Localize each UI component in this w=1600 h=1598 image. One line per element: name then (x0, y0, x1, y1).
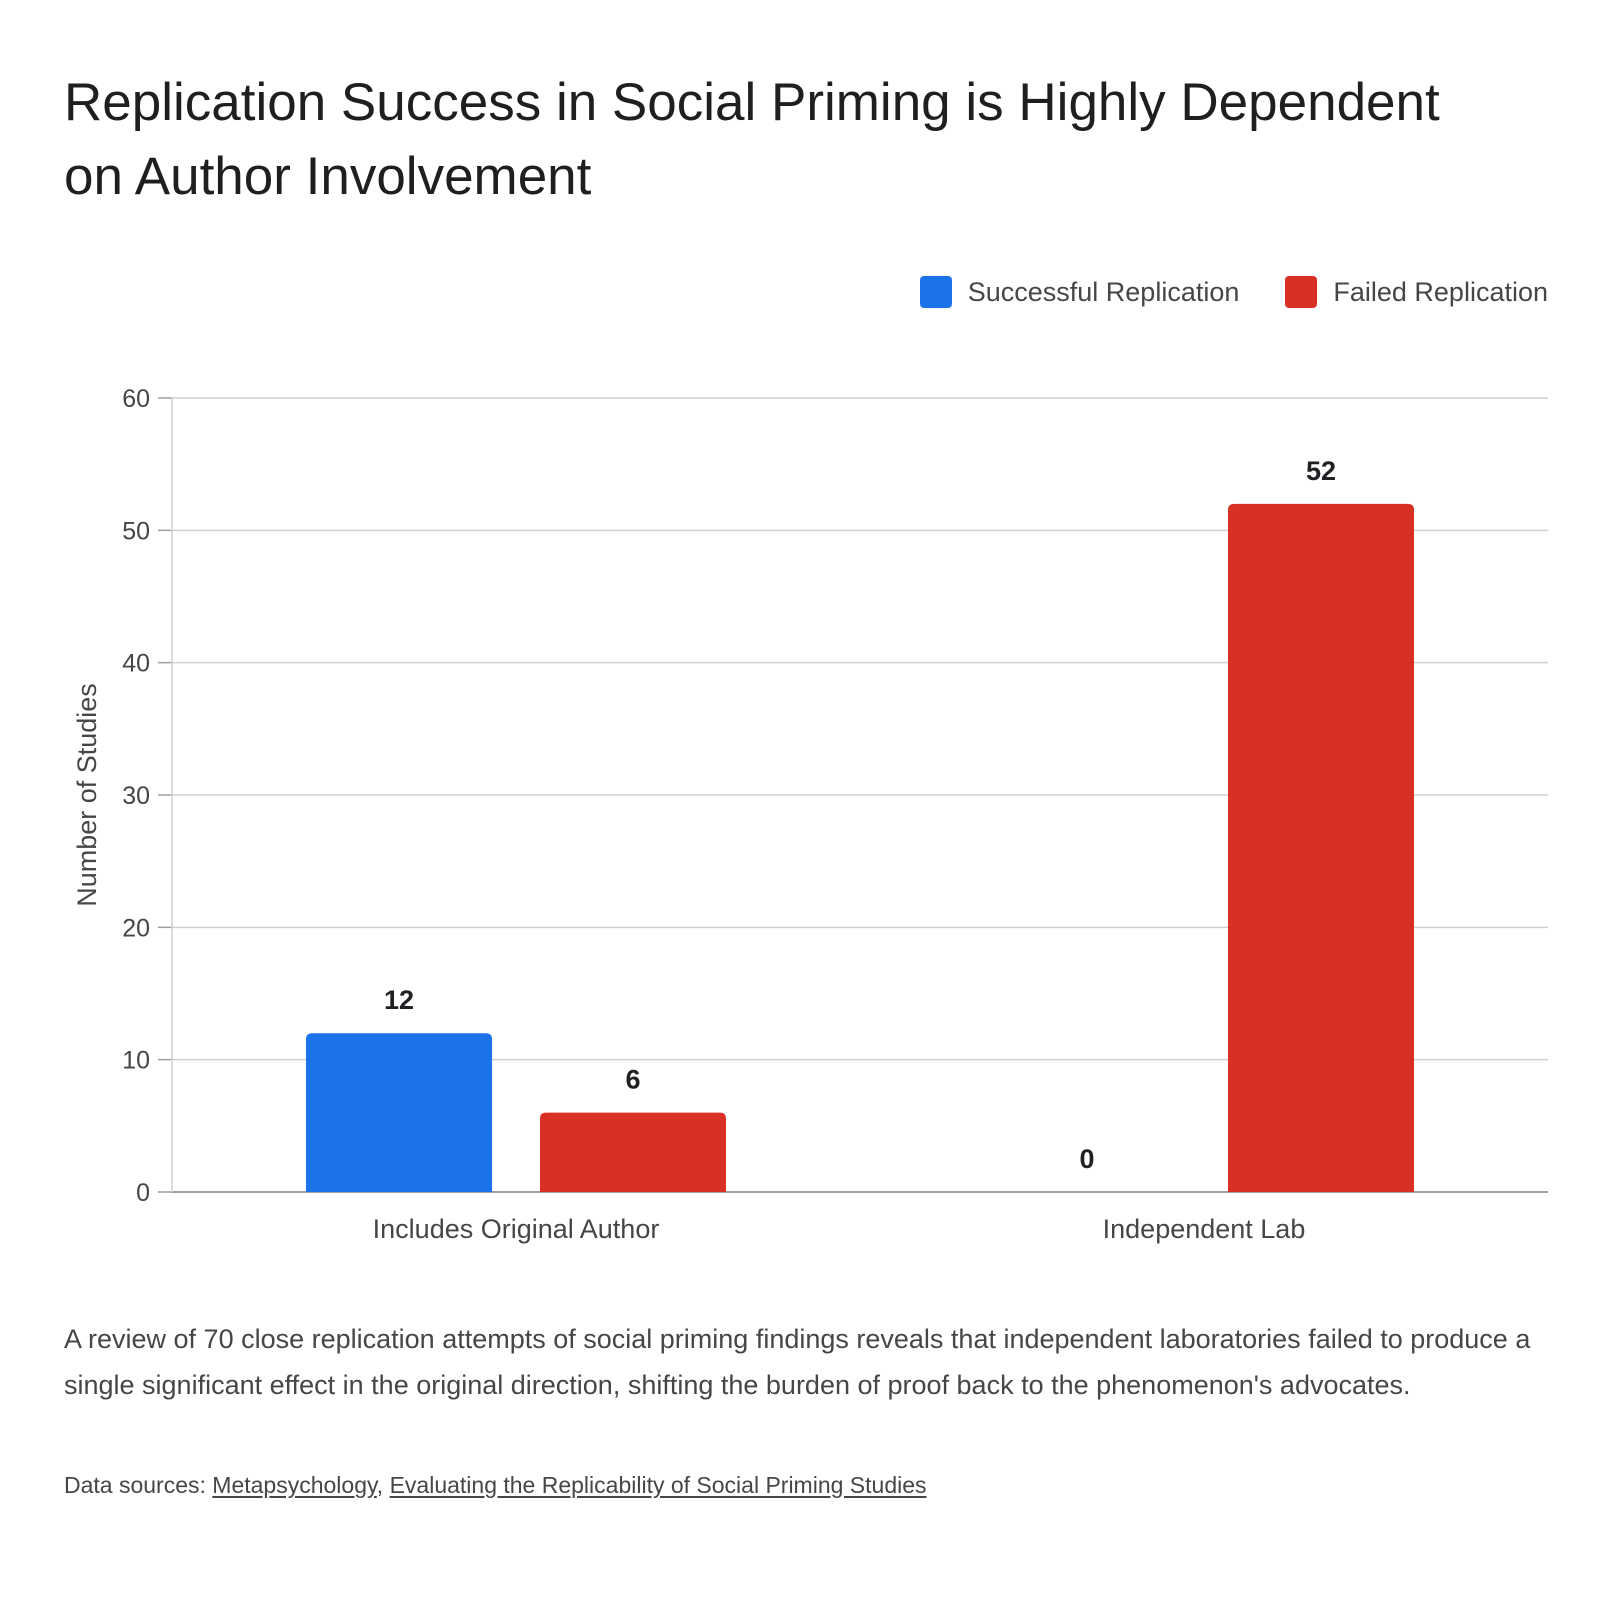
bar-failed (540, 1112, 726, 1192)
chart-description: A review of 70 close replication attempt… (64, 1324, 1531, 1400)
y-tick-label: 50 (122, 517, 150, 545)
y-axis-title: Number of Studies (72, 683, 102, 907)
x-tick-label: Independent Lab (1103, 1214, 1306, 1244)
y-tick-label: 20 (122, 914, 150, 942)
source-link-replicability-study[interactable]: Evaluating the Replicability of Social P… (389, 1472, 927, 1498)
legend-swatch-failed (1285, 276, 1318, 308)
sources-separator: , (376, 1472, 390, 1498)
y-tick-label: 30 (122, 782, 150, 810)
legend: Successful Replication Failed Replicatio… (919, 276, 1548, 308)
legend-swatch-successful (919, 276, 952, 308)
data-sources: Data sources: Metapsychology, Evaluating… (64, 1472, 927, 1499)
bar-successful (306, 1033, 492, 1192)
data-label: 52 (1306, 456, 1336, 486)
legend-label-failed: Failed Replication (1333, 276, 1548, 307)
chart-title: Replication Success in Social Priming is… (64, 73, 1440, 206)
x-tick-label: Includes Original Author (373, 1214, 660, 1244)
data-label: 6 (625, 1065, 640, 1095)
sources-prefix: Data sources: (64, 1472, 213, 1498)
y-tick-label: 0 (136, 1179, 150, 1207)
legend-label-successful: Successful Replication (967, 276, 1240, 307)
y-tick-label: 60 (122, 385, 150, 413)
legend-item-failed[interactable]: Failed Replication (1285, 276, 1548, 308)
y-tick-label: 10 (122, 1047, 150, 1075)
data-label: 12 (384, 985, 414, 1015)
legend-item-successful[interactable]: Successful Replication (919, 276, 1240, 308)
source-link-metapsychology[interactable]: Metapsychology (212, 1472, 377, 1498)
data-label: 0 (1079, 1144, 1094, 1174)
y-tick-label: 40 (122, 650, 150, 678)
bar-failed (1228, 503, 1414, 1192)
